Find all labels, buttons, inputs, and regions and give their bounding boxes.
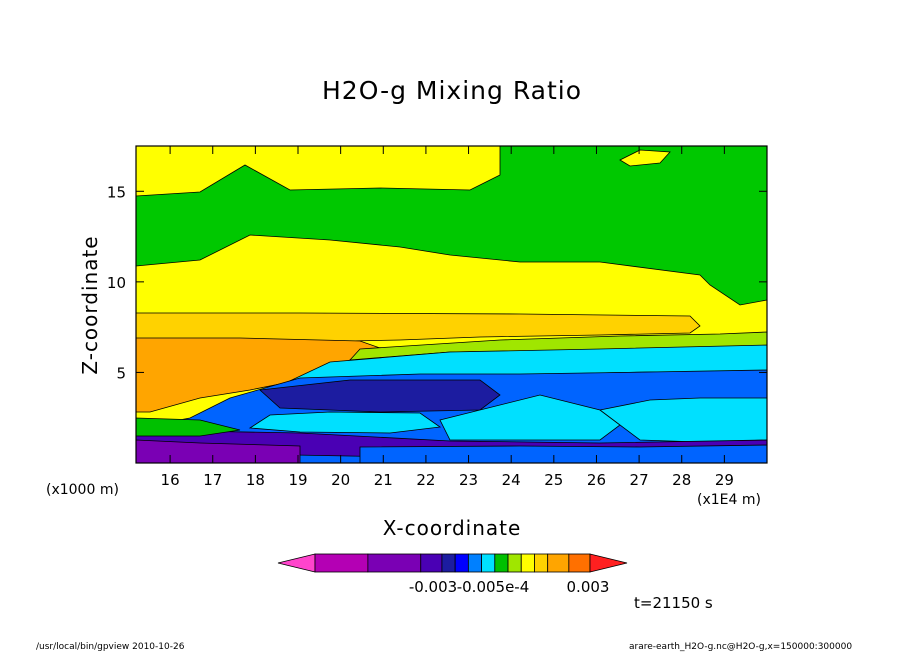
x-tick-label: 19 bbox=[288, 471, 307, 489]
colorbar-swatch bbox=[568, 553, 591, 573]
colorbar-swatch bbox=[520, 553, 535, 573]
y-tick-label: 5 bbox=[116, 364, 126, 382]
colorbar-swatch bbox=[441, 553, 456, 573]
chart-title: H2O-g Mixing Ratio bbox=[321, 76, 583, 105]
colorbar-label: -0.003 bbox=[409, 578, 457, 596]
x-tick-label: 22 bbox=[416, 471, 435, 489]
band-green-low bbox=[136, 417, 241, 437]
x-tick-label: 29 bbox=[715, 471, 734, 489]
x-tick-label: 25 bbox=[544, 471, 563, 489]
y-tick-label: 15 bbox=[107, 183, 126, 201]
band-cyan-right bbox=[439, 394, 621, 441]
colorbar-swatch bbox=[534, 553, 549, 573]
x-tick-label: 24 bbox=[502, 471, 521, 489]
colorbar: -0.003 -0.005e-4 0.003 bbox=[277, 553, 628, 596]
band-navy bbox=[259, 379, 501, 413]
y-tick-label: 10 bbox=[107, 274, 126, 292]
y-unit-note: (x1000 m) bbox=[46, 482, 119, 498]
footer-right: arare-earth_H2O-g.nc@H2O-g,x=150000:3000… bbox=[629, 642, 853, 652]
colorbar-left-arrow bbox=[277, 553, 316, 573]
x-unit-note: (x1E4 m) bbox=[697, 492, 761, 508]
footer-left: /usr/local/bin/gpview 2010-10-26 bbox=[36, 642, 185, 652]
band-blue-bottom bbox=[359, 444, 767, 463]
colorbar-swatch bbox=[481, 553, 496, 573]
colorbar-swatch bbox=[314, 553, 369, 573]
x-tick-label: 16 bbox=[161, 471, 180, 489]
band-cyan-far bbox=[599, 397, 767, 443]
x-axis-label: X-coordinate bbox=[0, 516, 904, 540]
x-tick-label: 20 bbox=[331, 471, 350, 489]
colorbar-swatch bbox=[467, 553, 482, 573]
colorbar-label: 0.003 bbox=[567, 578, 610, 596]
colorbar-label: -0.005e-4 bbox=[457, 578, 530, 596]
colorbar-swatch bbox=[547, 553, 570, 573]
colorbar-swatch bbox=[367, 553, 422, 573]
band-violet bbox=[136, 439, 301, 463]
x-tick-label: 17 bbox=[203, 471, 222, 489]
plot-frame bbox=[135, 145, 768, 464]
band-yellow-patch bbox=[619, 149, 671, 167]
x-tick-label: 18 bbox=[246, 471, 265, 489]
colorbar-swatch bbox=[507, 553, 522, 573]
colorbar-swatch bbox=[420, 553, 443, 573]
band-green-upper bbox=[136, 146, 767, 306]
x-tick-label: 26 bbox=[587, 471, 606, 489]
band-cyan-mid bbox=[248, 411, 442, 434]
colorbar-swatch bbox=[494, 553, 509, 573]
time-label: t=21150 s bbox=[634, 594, 713, 612]
axes: 16 17 18 19 20 21 22 23 24 25 26 27 28 29 5 10 15 bbox=[107, 145, 768, 489]
x-tick-label: 21 bbox=[374, 471, 393, 489]
colorbar-right-arrow bbox=[589, 553, 628, 573]
x-tick-label: 27 bbox=[630, 471, 649, 489]
plot-area bbox=[136, 146, 767, 463]
x-tick-label: 23 bbox=[459, 471, 478, 489]
colorbar-swatch bbox=[454, 553, 469, 573]
x-axis-label-text: X-coordinate bbox=[382, 516, 522, 540]
x-tick-label: 28 bbox=[672, 471, 691, 489]
